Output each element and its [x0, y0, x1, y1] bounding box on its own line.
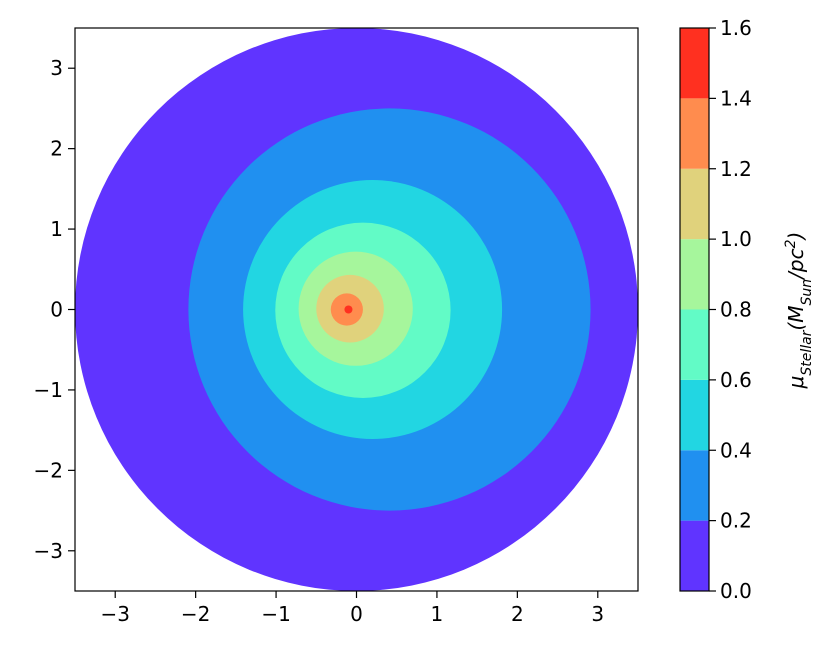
- colorbar-label-part: ): [784, 232, 808, 242]
- colorbar-band: [680, 309, 709, 380]
- colorbar-band: [680, 168, 709, 240]
- contour-area: [75, 28, 638, 591]
- colorbar-band: [680, 98, 709, 169]
- colorbar-label-part: 2: [783, 239, 799, 248]
- contour-region: [344, 305, 353, 314]
- y-tick-label: 2: [50, 137, 63, 161]
- y-tick-label: 3: [50, 56, 63, 80]
- colorbar-tick-label: 0.8: [720, 298, 752, 322]
- y-tick-label: 1: [50, 217, 63, 241]
- x-tick-label: 2: [511, 602, 524, 626]
- colorbar-tick-label: 1.0: [720, 227, 752, 251]
- colorbar-tick-label: 1.4: [720, 86, 752, 110]
- colorbar-tick-label: 1.6: [720, 16, 752, 40]
- x-tick-label: −1: [261, 602, 290, 626]
- colorbar-band: [680, 379, 709, 451]
- colorbar-tick-label: 1.2: [720, 157, 752, 181]
- colorbar-label-part: (M: [784, 305, 808, 330]
- colorbar-band: [680, 450, 709, 521]
- colorbar-tick-label: 0.6: [720, 368, 752, 392]
- x-tick-label: 0: [350, 602, 363, 626]
- colorbar-band: [680, 28, 709, 99]
- colorbar-tick-label: 0.2: [720, 509, 752, 533]
- colorbar-label-part: Stellar: [799, 329, 815, 375]
- colorbar-tick-label: 0.4: [720, 438, 752, 462]
- colorbar-label: μStellar(MSun/pc2): [783, 232, 815, 390]
- y-tick-label: −1: [34, 378, 63, 402]
- y-tick-label: 0: [50, 298, 63, 322]
- x-tick-label: 1: [431, 602, 444, 626]
- colorbar: 0.0 0.2 0.4 0.6 0.8 1.0 1.2 1.4 1.6: [679, 16, 752, 603]
- x-tick-label: 3: [591, 602, 604, 626]
- colorbar-label-part: /pc: [784, 248, 808, 280]
- y-tick-label: −2: [34, 458, 63, 482]
- colorbar-band: [680, 520, 709, 591]
- y-tick-label: −3: [34, 539, 63, 563]
- x-tick-label: −3: [100, 602, 129, 626]
- x-tick-label: −2: [181, 602, 210, 626]
- colorbar-tick-label: 0.0: [720, 579, 752, 603]
- colorbar-label-part: Sun: [799, 279, 815, 306]
- colorbar-band: [680, 239, 709, 310]
- colorbar-label-part: μ: [784, 376, 808, 390]
